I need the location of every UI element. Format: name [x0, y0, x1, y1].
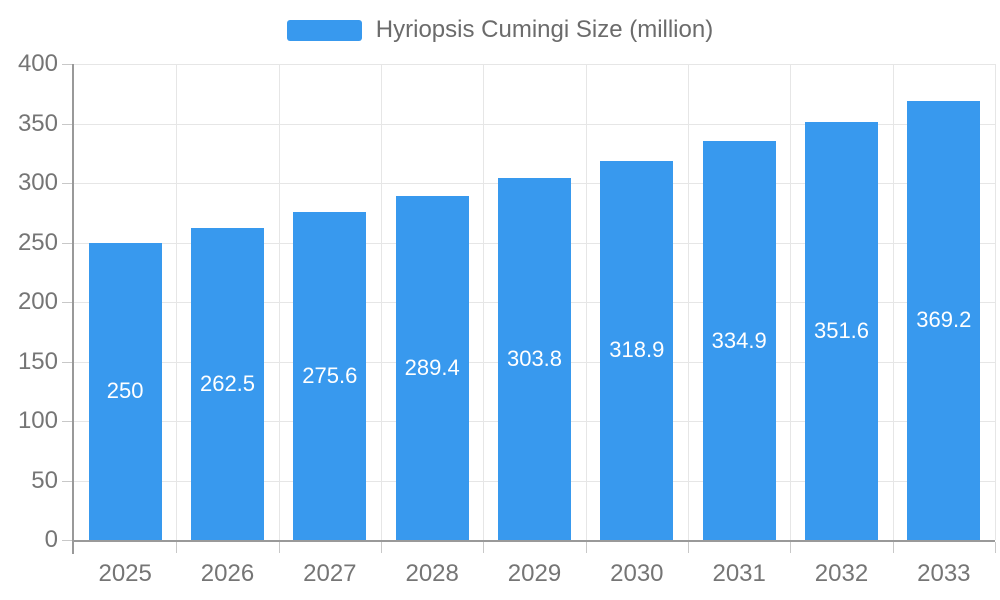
x-axis-label: 2031 [712, 560, 766, 587]
x-axis-tick [278, 542, 280, 553]
x-gridline [381, 64, 382, 540]
bar-value-label: 334.9 [711, 327, 767, 353]
x-gridline [483, 64, 485, 540]
y-axis-label: 300 [17, 169, 58, 196]
y-axis-tick [62, 183, 72, 184]
bar-value-label: 275.6 [302, 363, 358, 388]
bar-value-label: 262.5 [199, 370, 256, 396]
x-axis-label: 2026 [200, 560, 255, 587]
x-axis-tick [381, 542, 382, 553]
x-axis-label: 2033 [917, 560, 971, 587]
bar[interactable]: 334.9 [702, 141, 776, 540]
x-axis-label: 2029 [507, 560, 562, 587]
x-axis-label: 2032 [814, 560, 869, 587]
y-gridline [74, 123, 995, 125]
y-axis-line [72, 64, 74, 554]
bar[interactable]: 250 [88, 242, 162, 540]
x-axis-tick [585, 542, 587, 553]
y-axis-tick [62, 242, 72, 244]
y-axis-tick [62, 64, 72, 65]
bar[interactable]: 369.2 [907, 100, 981, 540]
bar-value-label: 303.8 [506, 346, 563, 372]
y-axis-label: 400 [17, 50, 58, 77]
y-axis-label: 100 [17, 407, 58, 434]
bar-value-label: 318.9 [609, 337, 665, 363]
legend-item[interactable]: Hyriopsis Cumingi Size (million) [0, 16, 1000, 44]
x-axis-tick [790, 542, 792, 553]
x-gridline [585, 64, 587, 540]
bar-value-label: 250 [106, 378, 144, 404]
legend-swatch [286, 19, 362, 41]
x-gridline [176, 64, 178, 540]
x-axis-label: 2027 [303, 560, 357, 587]
y-axis-tick [62, 123, 72, 125]
y-axis-tick [62, 421, 72, 422]
x-axis-label: 2025 [98, 560, 152, 587]
x-axis-label: 2028 [405, 560, 459, 587]
x-gridline [995, 64, 996, 540]
y-axis-label: 250 [17, 228, 58, 256]
bar[interactable]: 318.9 [600, 160, 674, 540]
x-axis-tick [995, 542, 996, 553]
bar-value-label: 369.2 [916, 307, 972, 333]
bar[interactable]: 351.6 [805, 121, 878, 540]
bar[interactable]: 289.4 [395, 195, 469, 540]
x-axis-label: 2030 [610, 560, 664, 587]
x-axis-line [72, 540, 995, 542]
y-axis-label: 50 [31, 466, 58, 494]
y-axis-tick [62, 480, 72, 482]
x-gridline [892, 64, 894, 540]
x-axis-tick [176, 542, 178, 553]
bar[interactable]: 262.5 [191, 227, 264, 540]
bar-value-label: 351.6 [813, 317, 870, 343]
x-axis-tick [892, 542, 894, 553]
y-axis-label: 350 [17, 109, 58, 137]
y-axis-label: 150 [17, 347, 58, 375]
x-gridline [688, 64, 689, 540]
bar-value-label: 289.4 [404, 354, 460, 380]
x-axis-tick [483, 542, 485, 553]
y-axis-tick [62, 302, 72, 303]
y-axis-tick [62, 361, 72, 363]
x-axis-tick [688, 542, 689, 553]
x-gridline [790, 64, 792, 540]
bar[interactable]: 303.8 [498, 178, 571, 540]
bar[interactable]: 275.6 [293, 212, 367, 540]
y-gridline [74, 64, 995, 65]
x-gridline [278, 64, 280, 540]
legend-label: Hyriopsis Cumingi Size (million) [375, 16, 714, 43]
y-axis-label: 0 [44, 526, 58, 553]
y-axis-label: 200 [17, 288, 58, 315]
y-axis-tick [62, 540, 72, 541]
